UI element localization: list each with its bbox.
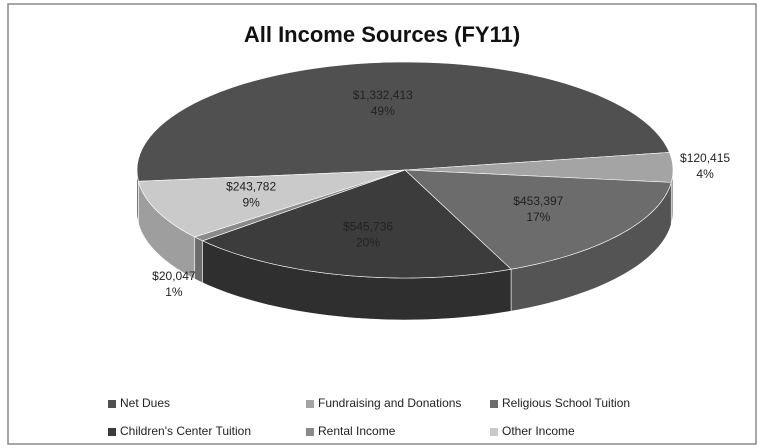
data-label-percent: 4%: [696, 167, 714, 181]
pie-slice: [136, 61, 670, 182]
data-label-percent: 1%: [165, 285, 183, 299]
legend-swatch: [306, 400, 314, 408]
data-label: $20,047: [152, 269, 196, 283]
pie-slice: [193, 169, 406, 242]
legend-label: Rental Income: [318, 424, 396, 438]
pie-slice: [201, 169, 512, 279]
legend-label: Children's Center Tuition: [120, 424, 251, 438]
data-label: $120,415: [680, 151, 730, 165]
data-label-percent: 49%: [371, 104, 395, 118]
chart-title: All Income Sources (FY11): [244, 22, 520, 47]
pie-slice: [404, 152, 674, 183]
pie-slice: [138, 169, 406, 238]
legend-swatch: [108, 400, 116, 408]
legend-swatch: [490, 428, 498, 436]
data-label-percent: 20%: [356, 235, 380, 249]
legend-label: Religious School Tuition: [502, 396, 630, 410]
legend-label: Fundraising and Donations: [318, 396, 461, 410]
data-label-percent: 17%: [526, 210, 550, 224]
data-label: $545,736: [343, 219, 393, 233]
legend-swatch: [108, 428, 116, 436]
data-label: $453,397: [513, 194, 563, 208]
legend-swatch: [306, 428, 314, 436]
pie-slice-side: [194, 236, 203, 284]
data-label-percent: 9%: [242, 195, 260, 209]
legend-label: Other Income: [502, 424, 575, 438]
data-label: $243,782: [226, 179, 276, 193]
pie-sides: [136, 169, 674, 321]
legend-label: Net Dues: [120, 396, 170, 410]
data-label: $1,332,413: [353, 88, 413, 102]
pie-slice: [404, 169, 672, 270]
legend-swatch: [490, 400, 498, 408]
